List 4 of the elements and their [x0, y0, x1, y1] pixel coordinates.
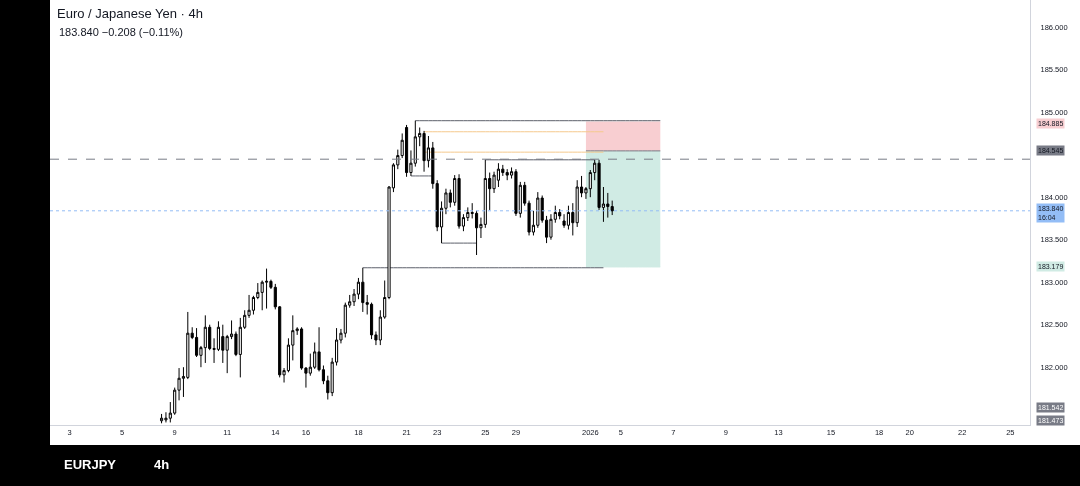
text: Euro / Japanese Yen · 4h — [57, 5, 204, 21]
text: 183.840 −0.208 (−0.11%) — [59, 26, 183, 38]
text: 4h — [154, 457, 170, 472]
text: EURJPY — [64, 457, 117, 472]
